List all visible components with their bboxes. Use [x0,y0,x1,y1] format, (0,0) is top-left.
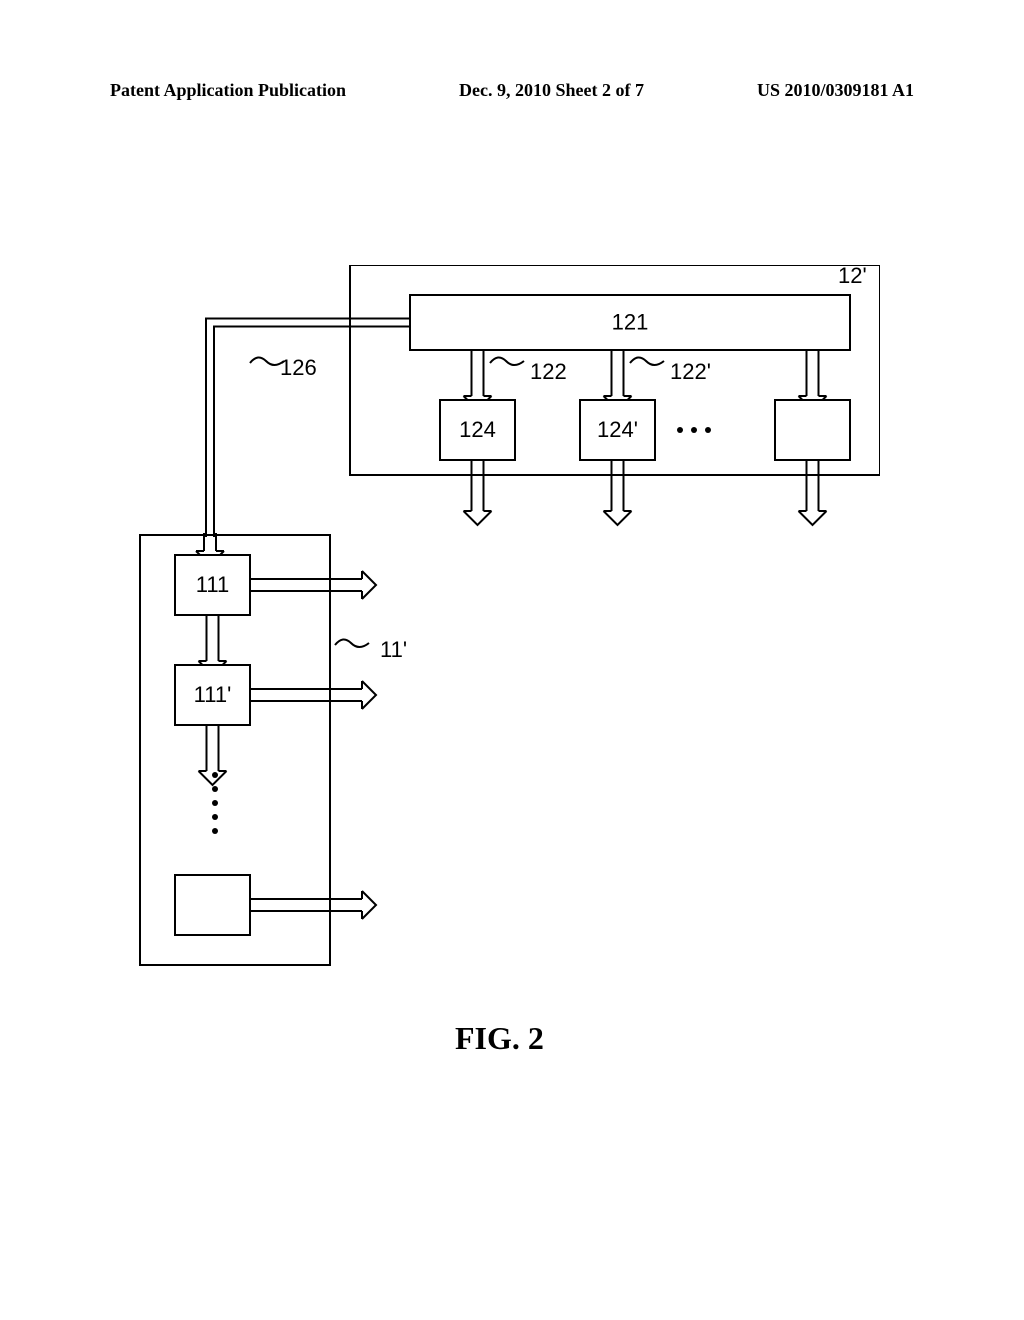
header-row: Patent Application Publication Dec. 9, 2… [110,80,914,101]
label-111': 111' [194,682,232,707]
label-124: 124 [459,417,496,442]
block-top-2 [775,400,850,460]
page-header: Patent Application Publication Dec. 9, 2… [0,80,1024,101]
header-center: Dec. 9, 2010 Sheet 2 of 7 [459,80,644,101]
ref-126: 126 [280,355,317,380]
label-111: 111 [196,572,229,597]
arrow-down-icon [464,493,492,525]
arrow-right-icon [344,681,376,709]
arrow-right-icon [344,571,376,599]
ellipsis-horizontal [677,427,711,433]
arrow-right-icon [344,891,376,919]
ref-122': 122' [670,359,711,384]
ref-122: 122 [530,359,567,384]
arrow-down-icon [604,493,632,525]
block-left-2 [175,875,250,935]
arrow-down-icon [199,753,227,785]
label-124': 124' [597,417,638,442]
ref-11': 11' [380,637,407,662]
ref-12': 12' [838,265,867,288]
header-left: Patent Application Publication [110,80,346,101]
label-121: 121 [612,310,649,335]
header-right: US 2010/0309181 A1 [757,80,914,101]
signal-126 [206,319,410,538]
arrow-down-icon [799,493,827,525]
figure-caption: FIG. 2 [455,1020,544,1057]
figure-2-diagram: 121 124 122 124' 122' 111 111' 12' 126 11' [120,265,880,985]
figure-caption-text: FIG. 2 [455,1020,544,1056]
